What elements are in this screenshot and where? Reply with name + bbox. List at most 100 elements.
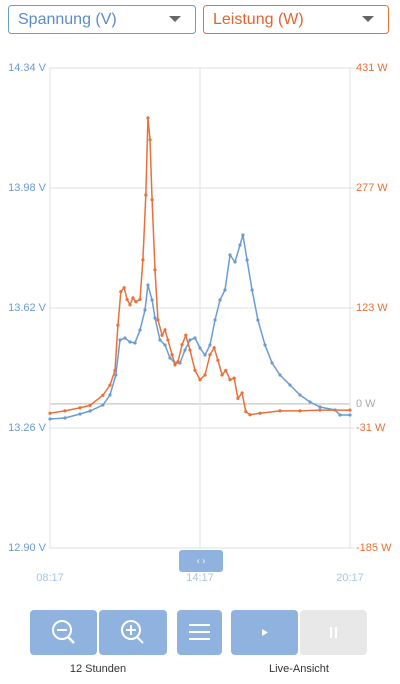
data-point (113, 368, 117, 372)
data-point (223, 288, 227, 292)
data-point (122, 286, 126, 290)
data-point (143, 308, 147, 312)
dropdown-arrow (169, 16, 181, 22)
zoom-out-icon (67, 636, 75, 644)
data-point (232, 376, 236, 380)
data-point (263, 343, 267, 347)
data-point (298, 393, 302, 397)
data-point (63, 409, 67, 413)
data-point (118, 338, 122, 342)
y-tick-label: 13.98 V (8, 182, 47, 194)
pause-button[interactable] (300, 610, 367, 655)
data-point (163, 328, 167, 332)
data-point (153, 268, 157, 272)
data-point (240, 391, 244, 395)
data-point (228, 378, 232, 382)
data-point (338, 413, 342, 417)
voltage-dropdown-label: Spannung (V) (18, 11, 117, 28)
data-point (133, 341, 137, 345)
zoom-in-button[interactable] (99, 610, 167, 655)
data-point (258, 411, 262, 415)
zoom-in-icon (121, 620, 141, 640)
data-point (101, 393, 105, 397)
pan-handle[interactable] (179, 550, 223, 572)
voltage-dropdown[interactable] (8, 5, 196, 34)
data-point (88, 409, 92, 413)
data-point (138, 297, 142, 302)
zoom-in-icon (126, 625, 144, 644)
data-point (188, 338, 192, 342)
y2-tick-label: 123 W (356, 302, 388, 314)
data-point (220, 373, 224, 377)
zero-label: 0 W (356, 398, 376, 410)
y-tick-label: 13.62 V (8, 302, 47, 314)
data-point (108, 383, 112, 387)
y2-tick-label: 277 W (356, 182, 388, 194)
data-point (160, 333, 164, 337)
data-point (163, 343, 167, 347)
zoom-out-button[interactable] (30, 610, 97, 655)
data-point (78, 412, 82, 416)
x-tick-label: 20:17 (336, 572, 364, 584)
data-point (166, 338, 170, 342)
data-point (170, 353, 174, 357)
data-point (184, 333, 188, 337)
data-point (114, 373, 118, 377)
data-point (156, 318, 160, 322)
data-point (241, 233, 245, 237)
power-dropdown[interactable] (203, 5, 389, 34)
data-point (218, 298, 222, 302)
data-point (308, 400, 312, 404)
data-point (48, 411, 52, 415)
data-point (203, 353, 207, 357)
power-dropdown-label: Leistung (W) (213, 11, 304, 28)
data-point (119, 290, 123, 294)
data-point (250, 288, 254, 292)
zoom-out-icon (52, 620, 72, 640)
data-point (123, 336, 127, 340)
data-point (348, 413, 352, 417)
play-icon (262, 629, 268, 636)
y2-tick-label: 431 W (356, 62, 388, 74)
data-point (78, 406, 82, 410)
data-point (148, 138, 152, 142)
data-point (203, 373, 207, 377)
data-point (150, 198, 154, 202)
data-point (183, 348, 187, 352)
data-point (198, 378, 202, 382)
pan-handle-icon: ‹ › (197, 555, 206, 565)
data-point (158, 338, 162, 342)
data-point (278, 409, 282, 413)
data-point (128, 303, 132, 307)
data-point (193, 336, 197, 340)
data-point (318, 405, 322, 409)
data-point (168, 356, 172, 360)
data-point (233, 260, 237, 264)
data-point (208, 343, 212, 347)
data-point (318, 408, 322, 412)
data-point (270, 361, 274, 365)
data-point (188, 348, 192, 352)
pause-icon (330, 627, 337, 638)
data-point (228, 253, 232, 257)
chart: 12.90 V 13.26 V 13.62 V 13.98 V 14.34 V -185 … (8, 62, 392, 584)
data-point (125, 297, 129, 302)
data-point (48, 417, 52, 421)
data-point (208, 353, 212, 357)
data-point (244, 410, 248, 414)
y-tick-label: 14.34 V (8, 62, 47, 74)
data-point (141, 258, 145, 262)
data-point (146, 283, 150, 287)
data-point (236, 396, 240, 400)
y-tick-label: 13.26 V (8, 422, 47, 434)
data-point (176, 360, 180, 364)
data-point (245, 258, 249, 262)
data-point (101, 403, 105, 407)
data-point (173, 363, 177, 367)
data-point (88, 403, 92, 408)
data-point (146, 116, 150, 120)
zoom-range-label: 12 Stunden (70, 663, 126, 675)
data-point (150, 298, 154, 302)
data-point (134, 300, 138, 304)
